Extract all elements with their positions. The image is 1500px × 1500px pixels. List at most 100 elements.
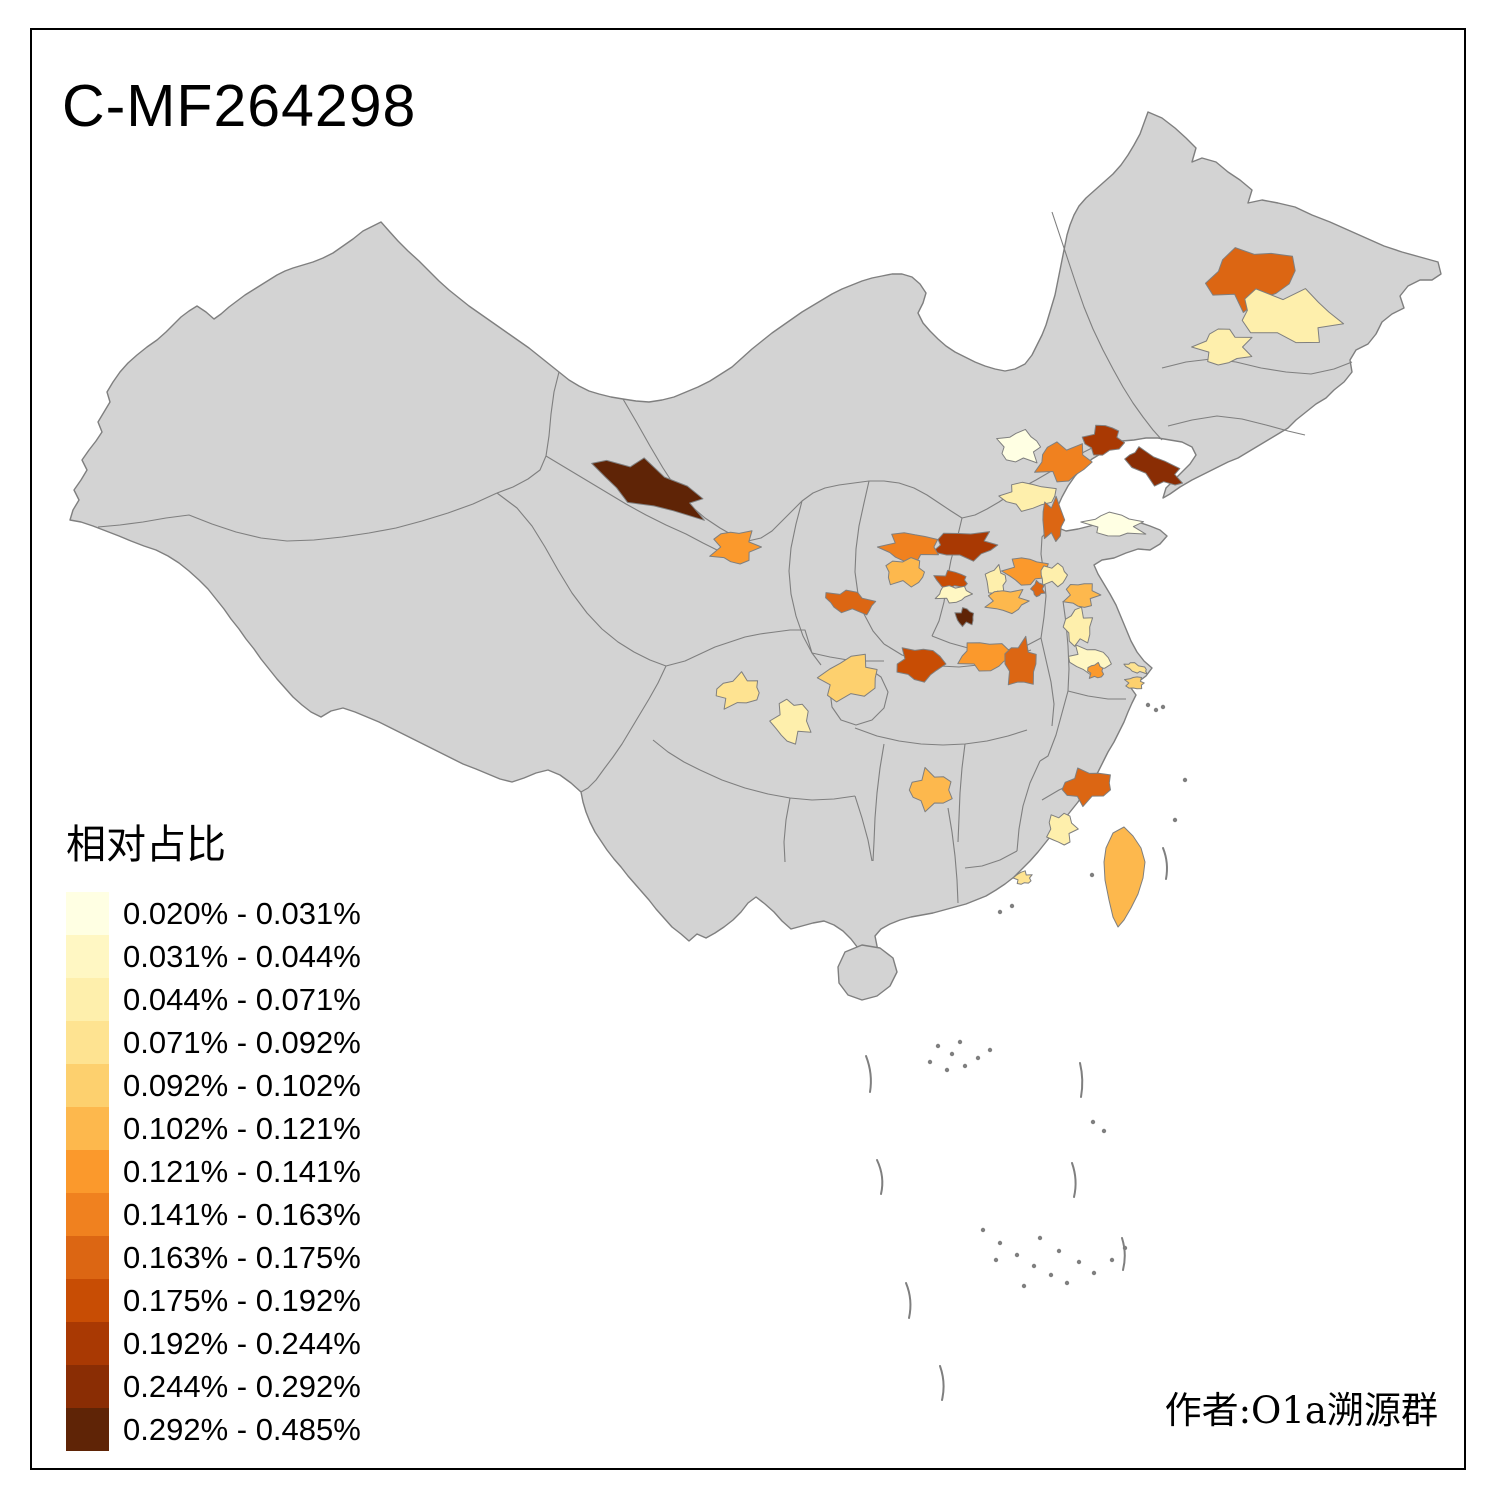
legend-label: 0.244% - 0.292% xyxy=(123,1368,361,1404)
prefecture-region xyxy=(885,557,925,588)
legend-swatch xyxy=(66,1193,109,1236)
prefecture-region xyxy=(1123,662,1148,675)
islet-dot xyxy=(944,1067,950,1073)
attribution: 作者:O1a溯源群 xyxy=(1164,1389,1438,1432)
legend-row: 0.192% - 0.244% xyxy=(66,1322,361,1365)
legend-title: 相对占比 xyxy=(66,822,226,868)
legend-swatch xyxy=(66,1365,109,1408)
legend-label: 0.092% - 0.102% xyxy=(123,1067,361,1103)
islet-dot xyxy=(1076,1259,1082,1265)
legend-label: 0.121% - 0.141% xyxy=(123,1153,361,1189)
prefecture-region xyxy=(1087,661,1105,679)
prefecture-region xyxy=(876,532,939,564)
islet-dot xyxy=(975,1055,981,1061)
prefecture-region xyxy=(1124,676,1145,690)
legend-swatch xyxy=(66,935,109,978)
prefecture-region xyxy=(1030,579,1046,598)
legend-swatch xyxy=(66,1107,109,1150)
prefecture-region xyxy=(984,589,1030,615)
islet-dot xyxy=(997,909,1003,915)
prefecture-regions xyxy=(591,247,1345,885)
prefecture-region xyxy=(998,481,1057,512)
prefecture-region xyxy=(1191,328,1253,366)
prefecture-region xyxy=(816,653,878,703)
prefecture-region xyxy=(908,767,953,813)
legend-swatch xyxy=(66,892,109,935)
prefecture-region xyxy=(1040,562,1068,588)
prefecture-region xyxy=(932,531,999,562)
legend-label: 0.292% - 0.485% xyxy=(123,1411,361,1447)
islet-dot xyxy=(980,1227,986,1233)
legend-label: 0.020% - 0.031% xyxy=(123,895,361,931)
prefecture-region xyxy=(934,585,973,604)
legend-swatch xyxy=(66,1236,109,1279)
islet-dot xyxy=(1101,1128,1107,1134)
islet-dot xyxy=(949,1051,955,1057)
prefecture-region xyxy=(715,671,760,710)
islet-dot xyxy=(1145,702,1151,708)
islet-dot xyxy=(1160,704,1166,710)
islet-dot xyxy=(1090,1119,1096,1125)
legend-swatch xyxy=(66,1064,109,1107)
prefecture-region xyxy=(1062,606,1094,647)
islet-dot xyxy=(962,1063,968,1069)
legend-label: 0.192% - 0.244% xyxy=(123,1325,361,1361)
islet-dot xyxy=(1064,1280,1070,1286)
islet-dot xyxy=(1172,817,1178,823)
legend-swatch xyxy=(66,1279,109,1322)
prefecture-region xyxy=(591,457,705,521)
small-islands xyxy=(927,702,1188,1289)
legend-label: 0.163% - 0.175% xyxy=(123,1239,361,1275)
islet-dot xyxy=(1109,1257,1115,1263)
legend-swatch xyxy=(66,978,109,1021)
legend-row: 0.044% - 0.071% xyxy=(66,978,361,1021)
prefecture-region xyxy=(1046,812,1079,846)
islet-dot xyxy=(1089,872,1095,878)
legend-row: 0.020% - 0.031% xyxy=(66,892,361,935)
prefecture-region xyxy=(896,647,947,683)
islet-dot xyxy=(957,1039,963,1045)
province-borders xyxy=(97,211,1353,904)
prefecture-region xyxy=(1034,441,1093,483)
legend-swatch xyxy=(66,1021,109,1064)
legend-row: 0.071% - 0.092% xyxy=(66,1021,361,1064)
islet-dot xyxy=(997,1240,1003,1246)
prefecture-region xyxy=(769,698,812,745)
legend-row: 0.244% - 0.292% xyxy=(66,1365,361,1408)
islet-dot xyxy=(1091,1270,1097,1276)
islet-dot xyxy=(1153,707,1159,713)
islet-dot xyxy=(993,1257,999,1263)
prefecture-region xyxy=(1001,557,1049,586)
legend-row: 0.092% - 0.102% xyxy=(66,1064,361,1107)
legend-label: 0.031% - 0.044% xyxy=(123,938,361,974)
legend-swatch xyxy=(66,1150,109,1193)
china-mainland xyxy=(69,111,1442,965)
islet-dot xyxy=(1122,1245,1128,1251)
legend-swatch xyxy=(66,1408,109,1451)
prefecture-region xyxy=(1004,635,1037,686)
prefecture-region xyxy=(1080,511,1147,537)
prefecture-region xyxy=(1081,424,1126,456)
islet-dot xyxy=(1021,1283,1027,1289)
legend-row: 0.175% - 0.192% xyxy=(66,1279,361,1322)
prefecture-region xyxy=(1042,495,1066,542)
prefecture-region xyxy=(996,428,1042,464)
islet-dot xyxy=(987,1047,993,1053)
prefecture-region xyxy=(1062,583,1102,608)
islet-dot xyxy=(1048,1272,1054,1278)
islet-dot xyxy=(1014,1252,1020,1258)
legend-label: 0.175% - 0.192% xyxy=(123,1282,361,1318)
legend-swatch xyxy=(66,1322,109,1365)
islet-dot xyxy=(927,1059,933,1065)
islet-dot xyxy=(1031,1263,1037,1269)
prefecture-region xyxy=(825,589,877,616)
prefecture-region xyxy=(957,642,1018,672)
prefecture-region xyxy=(709,530,762,565)
islet-dot xyxy=(1056,1248,1062,1254)
islet-dot xyxy=(1182,777,1188,783)
legend-label: 0.102% - 0.121% xyxy=(123,1110,361,1146)
hainan-island xyxy=(837,944,898,1001)
islet-dot xyxy=(935,1043,941,1049)
